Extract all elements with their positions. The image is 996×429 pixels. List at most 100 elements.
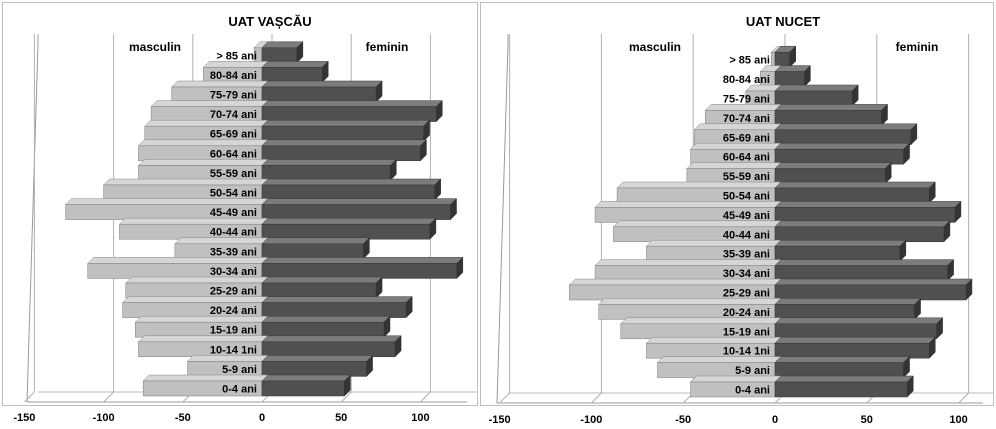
vascau-category-label-17: > 85 ani	[216, 50, 257, 62]
vascau-male-bar-top-9	[64, 198, 269, 205]
vascau-category-label-2: 10-14 1ni	[210, 344, 257, 356]
nucet-female-bar-15	[774, 90, 853, 107]
vascau-category-label-10: 50-54 ani	[210, 188, 257, 200]
nucet-female-bar-top-10	[774, 181, 936, 189]
vascau-female-bar-top-17	[261, 41, 304, 49]
nucet-female-bar-top-15	[774, 84, 859, 92]
nucet-wall-left	[496, 34, 509, 404]
nucet-female-bar-top-12	[774, 142, 911, 150]
nucet-category-label-17: > 85 ani	[729, 55, 770, 67]
vascau-male-bar-top-4	[122, 296, 269, 303]
nucet-gridfoot-5	[958, 392, 969, 404]
nucet-tick-label-1: -100	[580, 414, 602, 426]
vascau-female-bar-15	[261, 86, 377, 103]
panel-vascau-frame	[2, 2, 478, 406]
nucet-female-bar-top-2	[774, 336, 936, 344]
nucet-female-bar-3	[774, 323, 937, 340]
vascau-category-label-4: 20-24 ani	[210, 305, 257, 317]
vascau-feminin-label: feminin	[366, 40, 409, 54]
vascau-masculin-label: masculin	[129, 40, 181, 54]
vascau-female-bar-2	[261, 341, 396, 358]
vascau-female-bar-top-13	[261, 119, 431, 127]
vascau-category-label-9: 45-49 ani	[210, 207, 257, 219]
vascau-female-bar-17	[261, 47, 298, 64]
nucet-female-bar-5	[774, 284, 967, 301]
nucet-tick-label-3: 0	[772, 414, 778, 426]
vascau-female-bar-11	[261, 165, 391, 181]
nucet-category-label-5: 25-29 ani	[723, 288, 770, 300]
nucet-female-bar-top-11	[774, 162, 892, 169]
nucet-female-bar-9	[774, 207, 956, 223]
nucet-gridfoot-1	[591, 392, 602, 404]
nucet-tick-label-2: -50	[675, 414, 691, 426]
panel-nucet-frame	[480, 2, 994, 406]
nucet-tick-label-5: 100	[949, 414, 967, 426]
nucet-gridfoot-0	[499, 392, 510, 404]
vascau-female-bar-16	[261, 67, 323, 83]
nucet-female-bar-8	[774, 226, 945, 243]
nucet-female-bar-top-1	[774, 356, 911, 363]
nucet-female-bar-17	[774, 51, 790, 68]
nucet-female-bar-top-3	[774, 317, 944, 325]
nucet-female-bar-4	[774, 304, 915, 320]
vascau-female-bar-top-10	[261, 178, 442, 186]
vascau-female-bar-top-6	[261, 257, 464, 264]
nucet-category-label-4: 20-24 ani	[723, 307, 770, 319]
nucet-female-bar-top-9	[774, 201, 962, 208]
nucet-female-bar-top-5	[774, 278, 973, 286]
nucet-female-bar-top-6	[774, 259, 955, 266]
vascau-female-bar-13	[261, 125, 424, 142]
vascau-category-label-0: 0-4 ani	[222, 384, 257, 396]
nucet-category-label-13: 65-69 ani	[723, 132, 770, 144]
vascau-female-bar-0	[261, 380, 345, 397]
nucet-category-label-16: 80-84 ani	[723, 74, 770, 86]
nucet-chart-title: UAT NUCET	[746, 14, 820, 29]
vascau-category-label-16: 80-84 ani	[210, 70, 257, 82]
nucet-category-label-1: 5-9 ani	[735, 365, 770, 377]
nucet-female-bar-top-14	[774, 104, 889, 111]
vascau-female-bar-10	[261, 184, 435, 201]
nucet-tick-label-0: -150	[489, 414, 511, 426]
vascau-wall-left	[26, 34, 39, 403]
vascau-female-bar-9	[261, 204, 451, 220]
vascau-gridfoot-1	[103, 391, 114, 403]
vascau-female-bar-5	[261, 282, 377, 299]
nucet-category-label-8: 40-44 ani	[723, 229, 770, 241]
nucet-category-label-0: 0-4 ani	[735, 385, 770, 397]
vascau-category-label-13: 65-69 ani	[210, 129, 257, 141]
nucet-category-label-15: 75-79 ani	[723, 94, 770, 106]
vascau-category-label-6: 30-34 ani	[210, 266, 257, 278]
nucet-tick-label-4: 50	[861, 414, 873, 426]
vascau-category-label-5: 25-29 ani	[210, 286, 257, 298]
vascau-female-bar-1	[261, 361, 367, 377]
vascau-female-bar-top-4	[261, 296, 413, 303]
vascau-female-bar-6	[261, 263, 458, 279]
vascau-gridfoot-4	[340, 391, 352, 403]
vascau-female-bar-4	[261, 302, 407, 318]
vascau-tick-label-5: 100	[411, 412, 429, 424]
nucet-female-bar-top-8	[774, 220, 951, 228]
nucet-male-bar-17	[771, 51, 776, 68]
vascau-gridfoot-0	[24, 391, 35, 403]
nucet-category-label-10: 50-54 ani	[723, 191, 770, 203]
vascau-female-bar-8	[261, 223, 431, 240]
nucet-category-label-9: 45-49 ani	[723, 210, 770, 222]
vascau-category-label-14: 70-74 ani	[210, 109, 257, 121]
vascau-female-bar-7	[261, 243, 364, 260]
vascau-category-label-8: 40-44 ani	[210, 227, 257, 239]
vascau-tick-label-3: 0	[259, 412, 265, 424]
nucet-female-bar-top-7	[774, 239, 907, 247]
nucet-female-bar-0	[774, 381, 908, 398]
nucet-female-bar-top-0	[774, 375, 914, 383]
nucet-female-bar-16	[774, 71, 805, 87]
vascau-female-bar-top-16	[261, 61, 329, 68]
nucet-female-bar-6	[774, 265, 948, 281]
vascau-female-bar-top-14	[261, 100, 443, 107]
nucet-female-bar-14	[774, 110, 882, 126]
vascau-female-bar-top-1	[261, 355, 374, 362]
vascau-female-bar-top-7	[261, 237, 370, 245]
vascau-tick-label-1: -100	[93, 412, 115, 424]
nucet-category-label-11: 55-59 ani	[723, 171, 770, 183]
